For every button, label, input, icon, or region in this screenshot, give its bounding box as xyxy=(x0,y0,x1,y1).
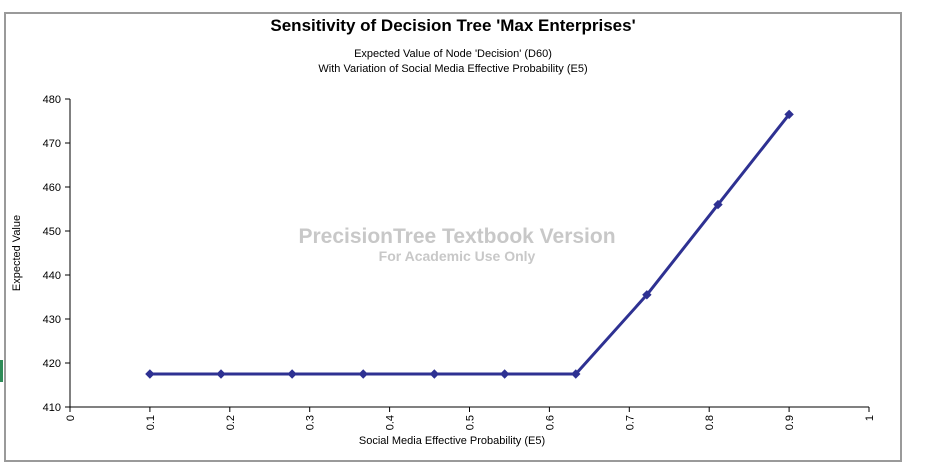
x-tick-label: 1 xyxy=(864,415,876,421)
y-tick-label: 480 xyxy=(43,94,61,106)
data-point-marker xyxy=(287,369,297,379)
watermark-line-2: For Academic Use Only xyxy=(379,248,536,264)
x-tick-label: 0.6 xyxy=(544,415,556,430)
x-tick-label: 0.5 xyxy=(465,415,477,430)
y-tick-label: 460 xyxy=(43,182,61,194)
x-tick-label: 0.2 xyxy=(225,415,237,430)
chart-subtitle-line-1: Expected Value of Node 'Decision' (D60) xyxy=(354,48,552,60)
data-point-marker xyxy=(429,369,440,379)
y-tick-label: 420 xyxy=(43,358,61,370)
selection-marker xyxy=(0,360,3,382)
watermark-line-1: PrecisionTree Textbook Version xyxy=(298,225,615,248)
y-tick-label: 440 xyxy=(43,270,61,282)
data-point-marker xyxy=(642,290,652,300)
data-point-marker xyxy=(784,109,794,120)
chart-title: Sensitivity of Decision Tree 'Max Enterp… xyxy=(270,16,636,35)
y-tick-label: 430 xyxy=(43,314,61,326)
chart-frame xyxy=(4,12,902,462)
data-point-marker xyxy=(145,369,155,379)
x-tick-label: 0.7 xyxy=(624,415,636,430)
series-line xyxy=(149,113,791,376)
x-tick-label: 0.3 xyxy=(305,415,317,430)
y-tick-label: 410 xyxy=(43,402,61,414)
data-point-marker xyxy=(713,199,723,210)
x-axis-title: Social Media Effective Probability (E5) xyxy=(359,435,545,447)
y-axis-title: Expected Value xyxy=(11,215,23,291)
data-point-marker xyxy=(499,369,510,379)
x-tick-label: 0.8 xyxy=(704,415,716,430)
x-tick-label: 0.1 xyxy=(145,415,157,430)
y-tick-label: 450 xyxy=(43,226,61,238)
x-tick-label: 0.9 xyxy=(784,415,796,430)
chart-subtitle-line-2: With Variation of Social Media Effective… xyxy=(318,63,588,75)
data-point-marker xyxy=(571,369,581,379)
data-point-marker xyxy=(358,369,368,379)
x-tick-label: 0 xyxy=(65,415,77,421)
y-tick-label: 470 xyxy=(43,138,61,150)
x-tick-label: 0.4 xyxy=(385,415,397,430)
data-point-marker xyxy=(216,369,226,379)
